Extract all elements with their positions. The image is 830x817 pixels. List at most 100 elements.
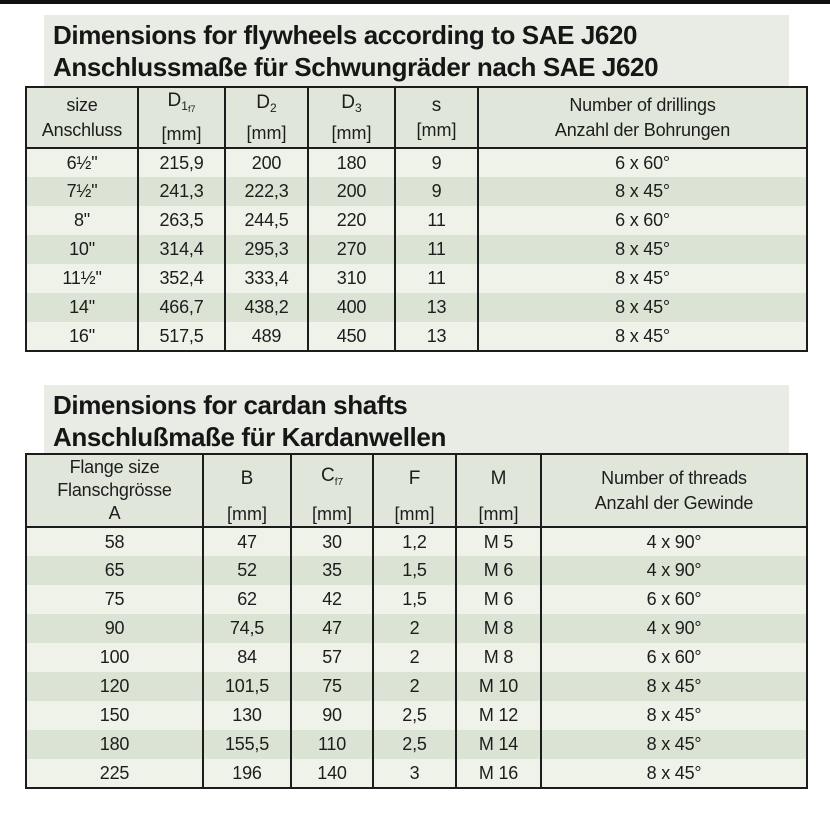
- table-cell: 4 x 90°: [540, 556, 808, 585]
- table-cell: 438,2: [224, 293, 309, 322]
- table-cell: 42: [290, 585, 374, 614]
- table-cell: 13: [394, 322, 479, 351]
- table-cell: 62: [202, 585, 292, 614]
- table-cell: 6½": [25, 148, 139, 177]
- table-cell: 466,7: [137, 293, 226, 322]
- table-cell: 517,5: [137, 322, 226, 351]
- table-cell: 2,5: [372, 701, 457, 730]
- table-cell: 65: [25, 556, 204, 585]
- table-cell: 110: [290, 730, 374, 759]
- col-header-b: B [mm]: [202, 454, 292, 527]
- table-row: 7½" 241,3 222,3 200 9 8 x 45°: [25, 177, 808, 206]
- table-cell: 8 x 45°: [477, 264, 808, 293]
- table-cell: M 6: [455, 585, 542, 614]
- table-row: 8" 263,5 244,5 220 11 6 x 60°: [25, 206, 808, 235]
- table-cell: 4 x 90°: [540, 527, 808, 556]
- table-cell: 9: [394, 148, 479, 177]
- col-header-d1f7: D1f7 [mm]: [137, 87, 226, 148]
- table-cell: 180: [25, 730, 204, 759]
- table-cell: 489: [224, 322, 309, 351]
- cardan-title-en: Dimensions for cardan shafts: [53, 390, 408, 420]
- table-cell: 3: [372, 759, 457, 788]
- table-cell: 11: [394, 264, 479, 293]
- table-cell: 8": [25, 206, 139, 235]
- table-cell: M 14: [455, 730, 542, 759]
- flywheels-header-row: size Anschluss D1f7 [mm] D2 [mm] D3 [mm]…: [25, 87, 808, 148]
- table-cell: 8 x 45°: [477, 177, 808, 206]
- table-cell: 2: [372, 643, 457, 672]
- col-header-m: M [mm]: [455, 454, 542, 527]
- table-row: 16" 517,5 489 450 13 8 x 45°: [25, 322, 808, 351]
- table-cell: 241,3: [137, 177, 226, 206]
- flywheels-table-body: 6½" 215,9 200 180 9 6 x 60° 7½" 241,3 222,3 200 9 8…: [25, 148, 808, 351]
- table-cell: 120: [25, 672, 204, 701]
- table-cell: 200: [307, 177, 396, 206]
- col-header-threads: Number of threads Anzahl der Gewinde: [540, 454, 808, 527]
- table-cell: 130: [202, 701, 292, 730]
- table-cell: 57: [290, 643, 374, 672]
- table-cell: M 5: [455, 527, 542, 556]
- table-cell: 11: [394, 206, 479, 235]
- flywheels-title-block: Dimensions for flywheels according to SA…: [44, 15, 789, 86]
- table-cell: 180: [307, 148, 396, 177]
- table-cell: 90: [25, 614, 204, 643]
- col-header-drillings: Number of drillings Anzahl der Bohrungen: [477, 87, 808, 148]
- table-cell: 200: [224, 148, 309, 177]
- table-cell: 6 x 60°: [540, 585, 808, 614]
- table-cell: M 12: [455, 701, 542, 730]
- col-header-flange-size: Flange size Flanschgrösse A: [25, 454, 204, 527]
- table-cell: 352,4: [137, 264, 226, 293]
- table-cell: 6 x 60°: [477, 206, 808, 235]
- table-cell: 30: [290, 527, 374, 556]
- table-cell: 8 x 45°: [540, 701, 808, 730]
- table-cell: 8 x 45°: [540, 759, 808, 788]
- table-cell: 6 x 60°: [540, 643, 808, 672]
- col-header-cf7: Cf7 [mm]: [290, 454, 374, 527]
- flywheels-title-en: Dimensions for flywheels according to SA…: [53, 20, 638, 50]
- table-cell: 314,4: [137, 235, 226, 264]
- table-cell: 8 x 45°: [477, 293, 808, 322]
- table-row: 120 101,5 75 2 M 10 8 x 45°: [25, 672, 808, 701]
- table-cell: 2: [372, 614, 457, 643]
- table-cell: 7½": [25, 177, 139, 206]
- table-cell: 8 x 45°: [477, 235, 808, 264]
- table-cell: 196: [202, 759, 292, 788]
- col-header-d3: D3 [mm]: [307, 87, 396, 148]
- table-cell: M 10: [455, 672, 542, 701]
- table-cell: 52: [202, 556, 292, 585]
- table-cell: 47: [202, 527, 292, 556]
- table-cell: 8 x 45°: [540, 672, 808, 701]
- table-cell: 140: [290, 759, 374, 788]
- table-row: 11½" 352,4 333,4 310 11 8 x 45°: [25, 264, 808, 293]
- table-row: 150 130 90 2,5 M 12 8 x 45°: [25, 701, 808, 730]
- table-cell: 14": [25, 293, 139, 322]
- table-cell: 90: [290, 701, 374, 730]
- top-rule: [0, 0, 830, 4]
- table-cell: 1,2: [372, 527, 457, 556]
- table-cell: 450: [307, 322, 396, 351]
- table-cell: M 16: [455, 759, 542, 788]
- table-cell: 8 x 45°: [540, 730, 808, 759]
- flywheels-table: size Anschluss D1f7 [mm] D2 [mm] D3 [mm]…: [25, 86, 808, 352]
- table-cell: 222,3: [224, 177, 309, 206]
- table-cell: 220: [307, 206, 396, 235]
- table-cell: 263,5: [137, 206, 226, 235]
- cardan-header-row: Flange size Flanschgrösse A B [mm] Cf7 […: [25, 454, 808, 527]
- table-cell: 11: [394, 235, 479, 264]
- table-cell: 1,5: [372, 585, 457, 614]
- table-cell: 150: [25, 701, 204, 730]
- table-cell: 84: [202, 643, 292, 672]
- col-header-size: size Anschluss: [25, 87, 139, 148]
- table-cell: 244,5: [224, 206, 309, 235]
- table-cell: 2,5: [372, 730, 457, 759]
- table-cell: 155,5: [202, 730, 292, 759]
- table-cell: 2: [372, 672, 457, 701]
- table-cell: 295,3: [224, 235, 309, 264]
- table-cell: 75: [290, 672, 374, 701]
- table-cell: 58: [25, 527, 204, 556]
- table-cell: M 6: [455, 556, 542, 585]
